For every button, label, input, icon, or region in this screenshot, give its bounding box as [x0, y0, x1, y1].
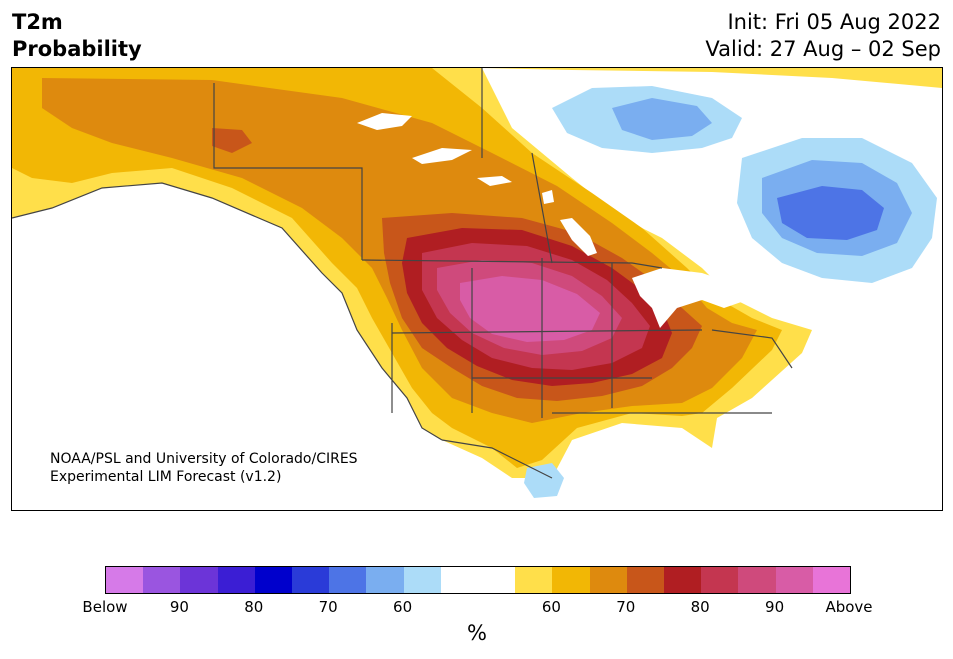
colorbar-tick-label: 60 [393, 598, 413, 616]
boundary-lines [12, 68, 793, 479]
colorbar-swatch [701, 567, 739, 593]
valid-period: Valid: 27 Aug – 02 Sep [705, 37, 941, 61]
colorbar-tick-label: 90 [169, 598, 189, 616]
colorbar-swatch [106, 567, 144, 593]
credit-line-2: Experimental LIM Forecast (v1.2) [50, 469, 282, 485]
band-blue-east [777, 186, 884, 240]
colorbar-swatch [180, 567, 218, 593]
colorbar-tick-label: 80 [244, 598, 264, 616]
credit-line-1: NOAA/PSL and University of Colorado/CIRE… [50, 451, 358, 467]
title-product: Probability [12, 37, 142, 61]
colorbar-swatch [738, 567, 776, 593]
credit-overlay: NOAA/PSL and University of Colorado/CIRE… [50, 450, 358, 486]
colorbar-swatch [366, 567, 404, 593]
band-lightblue-gulf [524, 463, 564, 498]
colorbar-tick-label: 90 [765, 598, 785, 616]
colorbar-tick-label: 80 [690, 598, 710, 616]
colorbar-swatch [515, 567, 553, 593]
colorbar-swatch [292, 567, 330, 593]
forecast-map: NOAA/PSL and University of Colorado/CIRE… [11, 67, 943, 511]
colorbar-unit: % [467, 621, 487, 645]
colorbar-swatch [775, 567, 813, 593]
colorbar-swatch [217, 567, 255, 593]
band-midblue-north [612, 98, 712, 140]
colorbar-tick-label: 70 [318, 598, 338, 616]
colorbar-swatch [403, 567, 441, 593]
init-date: Init: Fri 05 Aug 2022 [727, 10, 941, 34]
probability-colorbar [105, 566, 851, 594]
map-title: T2m Probability [12, 9, 142, 63]
credit-text: NOAA/PSL and University of Colorado/CIRE… [50, 450, 358, 486]
lake-winnipeg [560, 218, 597, 256]
title-variable: T2m [12, 10, 63, 34]
great-lakes [632, 268, 747, 328]
band-pink [460, 276, 600, 342]
probability-map-svg: NOAA/PSL and University of Colorado/CIRE… [12, 68, 942, 510]
colorbar-swatch [254, 567, 293, 593]
colorbar-swatch [626, 567, 665, 593]
colorbar-tick-label: 60 [541, 598, 561, 616]
colorbar-swatch [589, 567, 627, 593]
colorbar-tick-label: Below [82, 598, 128, 616]
colorbar-swatch [478, 567, 516, 593]
colorbar-swatch [440, 567, 479, 593]
colorbar-tick-label: Above [825, 598, 873, 616]
colorbar-tick-label: 70 [616, 598, 636, 616]
colorbar-swatch [552, 567, 590, 593]
northern-lakes [357, 113, 554, 204]
colorbar-swatch [329, 567, 367, 593]
forecast-dates: Init: Fri 05 Aug 2022 Valid: 27 Aug – 02… [705, 9, 941, 63]
colorbar-swatch [664, 567, 702, 593]
colorbar-swatch [812, 567, 851, 593]
colorbar-swatch [143, 567, 181, 593]
